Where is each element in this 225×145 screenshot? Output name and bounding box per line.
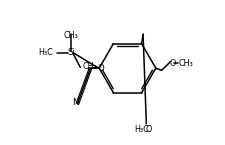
Text: O: O bbox=[169, 59, 175, 68]
Text: CH₃: CH₃ bbox=[82, 62, 97, 71]
Text: H₃C: H₃C bbox=[133, 125, 148, 134]
Text: CH₃: CH₃ bbox=[178, 59, 193, 68]
Text: H₃C: H₃C bbox=[38, 48, 53, 57]
Text: O: O bbox=[97, 64, 104, 73]
Text: Si: Si bbox=[67, 48, 74, 57]
Text: O: O bbox=[145, 125, 151, 134]
Text: CH₃: CH₃ bbox=[63, 31, 78, 40]
Text: N: N bbox=[72, 98, 79, 107]
